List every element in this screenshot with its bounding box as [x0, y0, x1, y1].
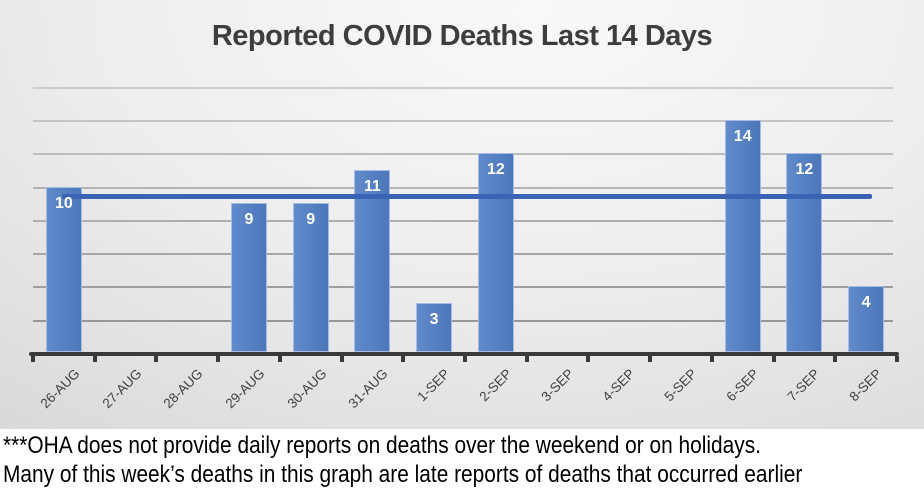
- bar: [724, 119, 761, 352]
- gridline: [33, 319, 893, 322]
- gridline: [33, 219, 893, 222]
- gridline: [33, 186, 893, 189]
- gridline: [33, 253, 893, 256]
- bar-value-label: 9: [244, 211, 254, 229]
- gridline: [33, 153, 893, 156]
- x-axis-tick: [524, 356, 529, 362]
- bar-value-label: 12: [795, 161, 814, 179]
- x-axis-tick: [833, 356, 838, 362]
- gridline: [33, 286, 893, 289]
- bar: [786, 153, 823, 352]
- x-axis-tick: [277, 356, 282, 362]
- plot-area: 10 9 9 11 3 12 14 12 4 26-AUG 27-AUG 28-AUG 29-AUG 30…: [29, 0, 899, 429]
- bar: [848, 286, 885, 352]
- bar: [416, 303, 453, 352]
- gridline: [33, 86, 893, 89]
- x-axis-tick: [31, 356, 35, 362]
- x-axis-tick: [154, 356, 159, 362]
- bar-value-label: 10: [54, 194, 73, 212]
- x-axis-tick: [92, 356, 97, 362]
- bar-value-label: 4: [861, 294, 871, 312]
- x-axis-tick: [463, 356, 467, 362]
- bar-value-label: 3: [429, 311, 439, 329]
- bar: [292, 203, 329, 352]
- bar-value-label: 14: [733, 127, 752, 145]
- x-axis-tick: [648, 356, 653, 362]
- footnote: ***OHA does not provide daily reports on…: [0, 429, 924, 490]
- bar-value-label: 9: [306, 211, 316, 229]
- gridline: [33, 119, 893, 122]
- bar: [231, 203, 267, 352]
- bar-value-label: 11: [363, 177, 381, 195]
- bar-value-label: 12: [486, 161, 505, 179]
- x-axis-tick: [216, 356, 221, 362]
- x-axis-tick: [709, 356, 714, 362]
- footnote-line-2: Many of this week’s deaths in this graph…: [3, 461, 803, 488]
- bar: [354, 169, 391, 352]
- x-axis-tick: [401, 356, 406, 362]
- chart-title: Reported COVID Deaths Last 14 Days: [211, 20, 713, 52]
- bar: [45, 186, 82, 352]
- x-axis-tick: [339, 356, 344, 362]
- footnote-line-1: ***OHA does not provide daily reports on…: [3, 432, 761, 459]
- bar: [477, 153, 514, 352]
- x-axis-tick: [586, 356, 591, 362]
- chart: Reported COVID Deaths Last 14 Days 10 9 9 1…: [0, 0, 924, 429]
- x-axis-tick: [771, 356, 776, 362]
- average-trend-line: [61, 193, 873, 199]
- x-axis-line: [29, 352, 899, 356]
- x-axis-tick: [895, 356, 899, 362]
